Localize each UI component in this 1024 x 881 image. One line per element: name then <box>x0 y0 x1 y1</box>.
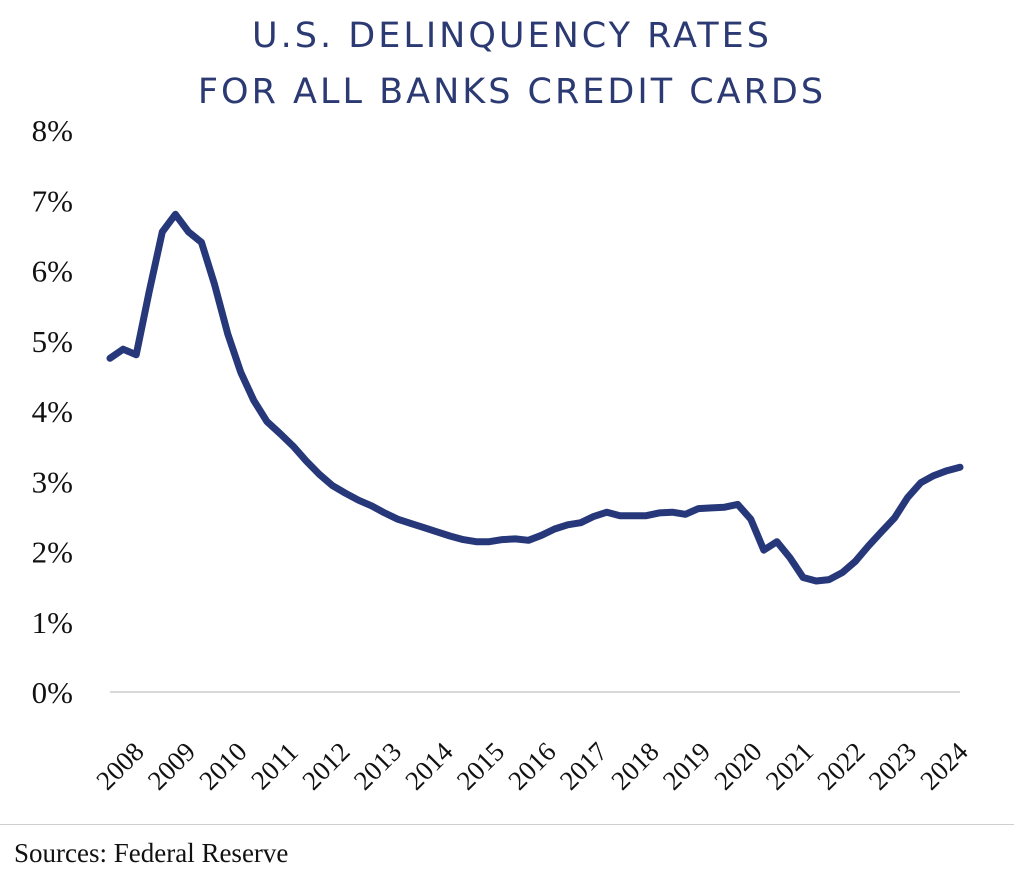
chart-title: U.S. DELINQUENCY RATES FOR ALL BANKS CRE… <box>0 8 1024 120</box>
y-axis: 0% 1% 2% 3% 4% 5% 6% 7% 8% <box>32 113 73 710</box>
y-tick-label: 6% <box>32 254 73 289</box>
x-tick-label: 2024 <box>914 736 974 796</box>
x-axis: 2008200920102011201220132014201520162017… <box>90 736 974 796</box>
x-tick-label: 2012 <box>296 736 355 795</box>
x-tick-label: 2022 <box>811 736 870 795</box>
x-tick-label: 2008 <box>90 736 149 795</box>
y-tick-label: 3% <box>32 464 73 499</box>
chart-title-line-2: FOR ALL BANKS CREDIT CARDS <box>197 72 827 112</box>
plot-area <box>106 210 964 585</box>
y-tick-label: 2% <box>32 535 73 570</box>
y-tick-label: 0% <box>32 675 73 710</box>
y-tick-label: 1% <box>32 605 73 640</box>
x-tick-label: 2009 <box>142 736 201 795</box>
x-tick-label: 2015 <box>451 736 510 795</box>
x-tick-label: 2010 <box>193 736 252 795</box>
y-tick-label: 8% <box>32 113 73 148</box>
x-tick-label: 2021 <box>760 736 819 795</box>
x-tick-label: 2013 <box>348 736 407 795</box>
x-tick-label: 2023 <box>863 736 922 795</box>
x-tick-label: 2011 <box>245 737 304 796</box>
y-tick-label: 5% <box>32 324 73 359</box>
footer-divider <box>0 824 1014 825</box>
line-chart: 0%1%2%3%4%5%6%7%8% 200820092010201120122… <box>32 113 974 796</box>
series-line-delinquency-rate <box>106 210 964 585</box>
x-tick-label: 2019 <box>657 736 716 795</box>
x-tick-label: 2014 <box>399 736 459 796</box>
y-tick-label: 7% <box>32 183 73 218</box>
x-tick-label: 2016 <box>502 736 561 795</box>
chart-title-line-1: U.S. DELINQUENCY RATES <box>252 16 772 56</box>
y-tick-label: 4% <box>32 394 73 429</box>
x-tick-label: 2020 <box>708 736 767 795</box>
x-tick-label: 2018 <box>605 736 664 795</box>
x-tick-label: 2017 <box>554 736 613 795</box>
source-note: Sources: Federal Reserve <box>14 838 289 868</box>
